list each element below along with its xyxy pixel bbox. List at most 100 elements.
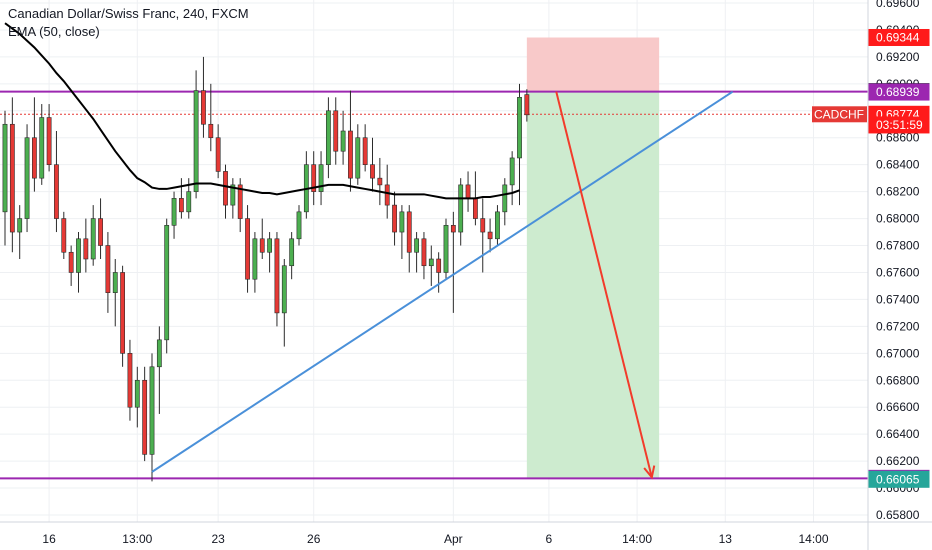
candle bbox=[24, 124, 30, 233]
candle bbox=[384, 164, 390, 219]
price-label: 0.68939 bbox=[868, 83, 930, 101]
candle-body bbox=[487, 231, 493, 240]
candle-body bbox=[134, 379, 140, 408]
candle bbox=[362, 124, 368, 172]
candle bbox=[274, 232, 280, 327]
candle bbox=[377, 157, 383, 206]
price-tick-label: 0.65800 bbox=[876, 508, 920, 522]
candle-body bbox=[436, 258, 442, 273]
candle-body bbox=[370, 164, 375, 179]
time-tick-label: 13:00 bbox=[122, 532, 152, 546]
candle bbox=[171, 191, 177, 239]
candle-body bbox=[333, 110, 339, 152]
price-tick-label: 0.67400 bbox=[876, 292, 920, 306]
forecast-arrow-head bbox=[643, 465, 656, 480]
price-label-text: 0.69344 bbox=[876, 30, 920, 44]
candle-body bbox=[127, 353, 133, 408]
price-label-bg bbox=[868, 470, 930, 488]
candle-body bbox=[120, 272, 125, 354]
price-tick-label: 0.67800 bbox=[876, 239, 920, 253]
candle-body bbox=[428, 258, 434, 267]
candle-body bbox=[458, 184, 464, 233]
candle bbox=[83, 218, 89, 273]
candle-body bbox=[76, 238, 81, 273]
candles bbox=[2, 56, 530, 482]
drawings[interactable] bbox=[4, 22, 734, 480]
ascending-trend-line[interactable] bbox=[151, 90, 734, 473]
candle bbox=[39, 104, 45, 185]
price-tick-label: 0.68400 bbox=[876, 158, 920, 172]
candle bbox=[495, 205, 500, 246]
candle bbox=[105, 232, 111, 313]
price-label-text: 0.68939 bbox=[876, 85, 920, 99]
price-label: 0.66065 bbox=[868, 470, 930, 488]
candle bbox=[267, 232, 272, 273]
candle bbox=[90, 205, 96, 266]
candle-body bbox=[392, 204, 397, 233]
candle-body bbox=[289, 238, 295, 267]
candle bbox=[61, 211, 67, 259]
candle bbox=[98, 198, 103, 259]
candle bbox=[333, 97, 339, 165]
candle bbox=[443, 218, 449, 280]
candle-body bbox=[311, 164, 317, 192]
candle bbox=[399, 205, 405, 259]
candle-body bbox=[112, 272, 118, 293]
candle-body bbox=[472, 198, 478, 219]
price-label-bg bbox=[868, 116, 930, 134]
candle-body bbox=[223, 171, 228, 206]
candle bbox=[237, 178, 243, 233]
symbol-title: Canadian Dollar/Swiss Franc, 240, FXCM bbox=[8, 6, 249, 21]
candle bbox=[414, 232, 419, 273]
candle bbox=[9, 97, 15, 253]
candle bbox=[230, 178, 236, 219]
time-axis[interactable]: 16 13:00 23 26 Apr 6 14:00 13 14:00 bbox=[0, 521, 932, 546]
candle-body bbox=[61, 218, 67, 253]
candle bbox=[281, 259, 287, 347]
candle-body bbox=[421, 238, 427, 267]
candle bbox=[311, 151, 317, 206]
candle bbox=[502, 178, 508, 226]
candle-body bbox=[318, 164, 324, 192]
candle-body bbox=[377, 177, 383, 186]
candle-body bbox=[495, 211, 500, 240]
candle-body bbox=[105, 245, 111, 293]
candle-body bbox=[215, 137, 221, 172]
forecast-arrow[interactable] bbox=[555, 91, 653, 478]
candle bbox=[46, 104, 52, 172]
candle-body bbox=[164, 225, 170, 341]
candle bbox=[406, 205, 412, 273]
candle-body bbox=[237, 184, 243, 219]
candle bbox=[127, 339, 133, 421]
price-tick-label: 0.66200 bbox=[876, 454, 920, 468]
price-label: 03:51:59 bbox=[868, 116, 930, 134]
candle-body bbox=[450, 225, 456, 233]
candle bbox=[134, 366, 140, 428]
price-tick-label: 0.68600 bbox=[876, 131, 920, 145]
price-tick-label: 0.66800 bbox=[876, 373, 920, 387]
time-tick-label: 6 bbox=[546, 532, 553, 546]
candle bbox=[348, 90, 353, 192]
candle-body bbox=[443, 225, 449, 273]
time-tick-label: 14:00 bbox=[622, 532, 652, 546]
price-axis[interactable]: 0.696000.694000.692000.690000.688000.686… bbox=[867, 0, 920, 550]
candle bbox=[303, 151, 309, 219]
horizontal-levels[interactable] bbox=[0, 90, 868, 480]
price-label-text: 03:51:59 bbox=[876, 118, 923, 132]
candle-body bbox=[208, 123, 214, 139]
candle-body bbox=[399, 211, 405, 233]
candle bbox=[215, 124, 221, 179]
candle-body bbox=[156, 339, 162, 368]
candle bbox=[524, 89, 530, 122]
candle bbox=[289, 232, 295, 280]
candle bbox=[458, 178, 464, 246]
chart-legend: Canadian Dollar/Swiss Franc, 240, FXCM E… bbox=[8, 5, 249, 41]
candle-body bbox=[267, 238, 272, 253]
grid bbox=[0, 0, 868, 522]
candle bbox=[450, 211, 456, 313]
candle bbox=[428, 245, 434, 286]
time-tick-label: 13 bbox=[719, 532, 733, 546]
symbol-tag-bg bbox=[812, 106, 867, 123]
candle-body bbox=[325, 110, 331, 165]
